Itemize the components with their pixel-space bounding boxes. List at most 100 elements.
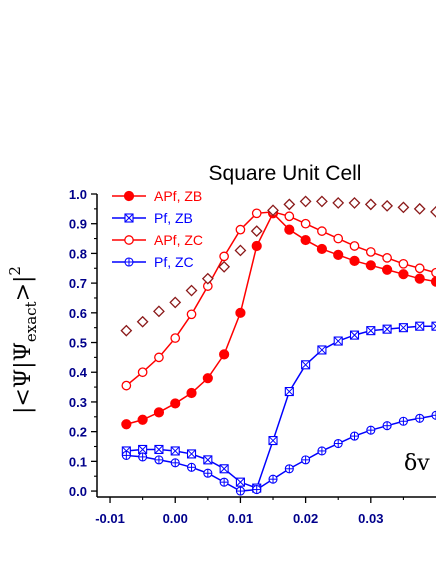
data-point	[284, 211, 295, 222]
axes: 0.0 0.1 0.2 0.3 0.4 0.5 0.6 0.7 0.8 0.9 1.0 -0.01 0.…	[69, 187, 436, 526]
data-point-cross	[350, 330, 359, 340]
data-point	[170, 446, 180, 456]
y-tick-label: 0.0	[69, 484, 87, 499]
data-point	[415, 321, 425, 331]
data-point	[283, 198, 296, 211]
data-point	[333, 233, 344, 244]
data-point	[234, 244, 247, 257]
data-point	[300, 218, 311, 229]
data-point	[170, 333, 181, 343]
data-point-shape	[397, 201, 410, 214]
data-point-cross	[138, 445, 147, 454]
data-point-shape	[121, 419, 132, 430]
data-point-shape	[299, 195, 312, 208]
data-point-shape	[123, 190, 135, 202]
data-point	[332, 196, 345, 209]
data-point-shape	[414, 273, 425, 284]
data-point-shape	[430, 205, 436, 218]
data-point	[415, 413, 425, 423]
data-point	[219, 349, 230, 360]
data-point-cross	[431, 321, 436, 327]
y-tick-label: 0.7	[69, 276, 87, 291]
data-point-shape	[218, 260, 231, 273]
data-point	[219, 477, 229, 487]
data-point	[186, 449, 197, 459]
data-point-shape	[267, 204, 279, 217]
data-point	[348, 196, 361, 209]
data-point	[430, 276, 436, 287]
data-point	[284, 386, 294, 397]
data-point	[366, 326, 376, 336]
data-point	[301, 360, 311, 370]
y-axis-label-close: >|	[11, 276, 36, 302]
data-point	[124, 235, 134, 245]
data-point-cross	[203, 455, 213, 465]
data-point	[349, 431, 360, 441]
data-point	[201, 272, 214, 285]
data-point	[382, 324, 392, 334]
data-point-shape	[124, 235, 134, 245]
data-point-shape	[201, 272, 214, 285]
data-point-cross	[382, 324, 392, 334]
data-point-cross	[317, 345, 327, 355]
data-point	[235, 224, 246, 235]
data-point	[268, 436, 278, 446]
series-5	[120, 195, 436, 337]
data-point	[137, 414, 148, 425]
x-tick-label: 0.03	[358, 511, 383, 526]
legend-item: APf, ZC	[112, 232, 203, 248]
data-point-shape	[202, 373, 213, 384]
data-point-shape	[185, 284, 198, 297]
data-point-shape	[317, 226, 327, 236]
data-point	[235, 486, 245, 496]
data-point	[154, 444, 164, 455]
data-point-cross	[170, 446, 180, 456]
data-point	[382, 421, 392, 431]
data-point-shape	[398, 269, 409, 280]
data-point	[154, 352, 164, 363]
legend-label: APf, ZC	[154, 232, 203, 248]
data-point-shape	[315, 195, 328, 208]
data-point-shape	[136, 315, 149, 328]
data-point	[284, 464, 294, 474]
data-point-cross	[284, 387, 294, 396]
data-point-cross	[301, 360, 310, 370]
data-point	[349, 241, 360, 251]
data-point-shape	[219, 349, 230, 360]
y-tick-label: 0.9	[69, 217, 87, 232]
data-point	[382, 264, 393, 275]
data-point-shape	[349, 241, 360, 251]
y-tick-label: 0.8	[69, 246, 87, 261]
data-point-shape	[365, 247, 376, 257]
data-point-shape	[251, 240, 262, 252]
data-point	[123, 190, 135, 202]
data-point-shape	[153, 407, 165, 418]
data-point	[301, 455, 311, 465]
data-point	[251, 208, 262, 219]
y-tick-label: 0.4	[69, 365, 88, 380]
data-point-shape	[414, 263, 425, 274]
data-point	[414, 263, 425, 274]
data-point	[398, 416, 408, 426]
data-point-cross	[219, 464, 229, 474]
data-point-shape	[333, 233, 344, 244]
data-point-shape	[431, 267, 436, 278]
data-point	[169, 296, 182, 309]
data-point-shape	[219, 251, 229, 262]
y-tick-label: 1.0	[69, 187, 87, 202]
data-point-shape	[382, 253, 392, 263]
data-point	[382, 253, 392, 263]
data-point-shape	[431, 321, 436, 331]
data-point-shape	[234, 244, 247, 257]
data-point	[154, 455, 164, 465]
x-tick-label: 0.00	[163, 511, 188, 526]
delta-v-annotation: δv	[404, 451, 430, 476]
data-point	[349, 330, 360, 340]
data-point	[317, 226, 327, 236]
y-tick-label: 0.1	[69, 454, 87, 469]
series-1	[121, 208, 436, 430]
data-point-shape	[382, 264, 393, 275]
data-point-cross	[268, 436, 278, 445]
data-point	[381, 199, 394, 212]
